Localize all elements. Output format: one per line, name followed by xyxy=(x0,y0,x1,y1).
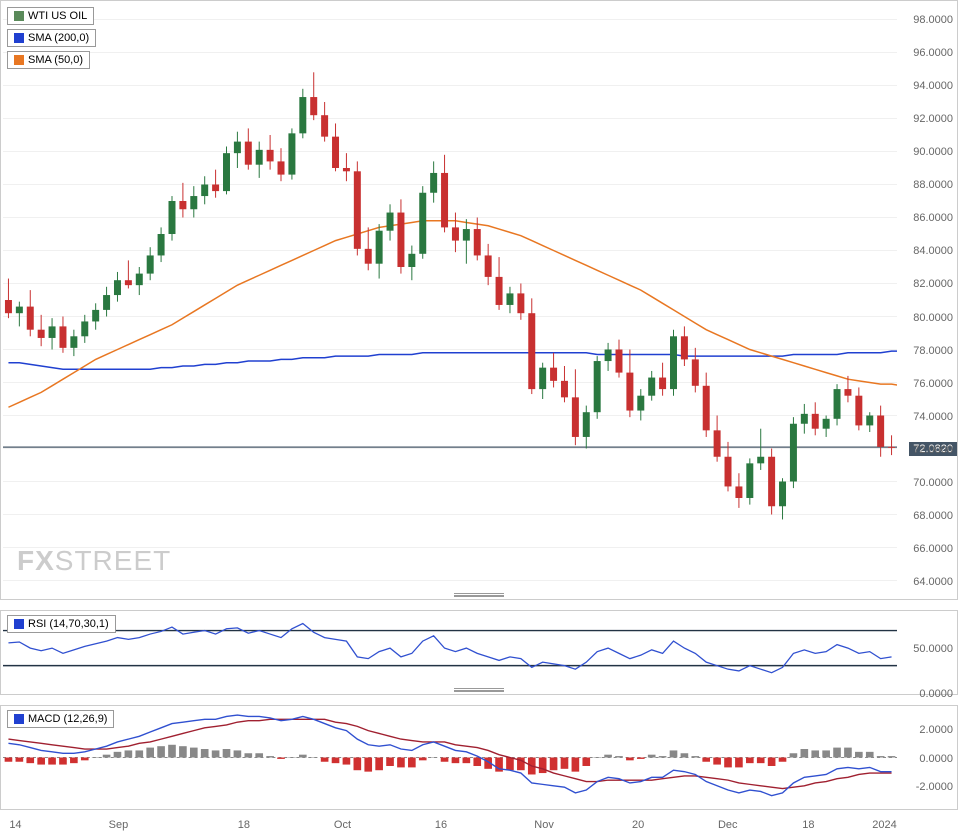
rsi-chart-svg xyxy=(3,613,897,692)
y-tick-label: 86.0000 xyxy=(913,212,953,224)
y-tick-label: 64.0000 xyxy=(913,576,953,588)
legend-rsi-marker xyxy=(14,619,24,629)
main-resize-handle[interactable] xyxy=(454,593,504,597)
y-tick-label: 70.0000 xyxy=(913,477,953,489)
x-tick-label: 18 xyxy=(802,819,814,831)
y-tick-label: 78.0000 xyxy=(913,345,953,357)
x-tick-label: 14 xyxy=(9,819,21,831)
legend-instrument-label: WTI US OIL xyxy=(28,10,87,22)
macd-y-tick-label: 2.0000 xyxy=(919,724,953,736)
rsi-y-tick-label: 0.0000 xyxy=(919,688,953,700)
rsi-resize-handle[interactable] xyxy=(454,688,504,692)
y-tick-label: 72.0000 xyxy=(913,444,953,456)
x-tick-label: Nov xyxy=(534,819,554,831)
y-tick-label: 80.0000 xyxy=(913,312,953,324)
y-tick-label: 94.0000 xyxy=(913,80,953,92)
watermark-bold: FX xyxy=(17,545,55,576)
y-tick-label: 96.0000 xyxy=(913,47,953,59)
legend-macd[interactable]: MACD (12,26,9) xyxy=(7,710,114,728)
x-tick-label: 2024 xyxy=(872,819,896,831)
legend-sma50-label: SMA (50,0) xyxy=(28,54,83,66)
macd-y-tick-label: 0.0000 xyxy=(919,753,953,765)
y-tick-label: 76.0000 xyxy=(913,378,953,390)
y-tick-label: 90.0000 xyxy=(913,146,953,158)
y-tick-label: 82.0000 xyxy=(913,278,953,290)
main-chart-panel[interactable]: WTI US OIL SMA (200,0) SMA (50,0) 72.082… xyxy=(0,0,958,600)
y-tick-label: 74.0000 xyxy=(913,411,953,423)
legend-rsi[interactable]: RSI (14,70,30,1) xyxy=(7,615,116,633)
legend-macd-label: MACD (12,26,9) xyxy=(28,713,107,725)
legend-sma200-marker xyxy=(14,33,24,43)
macd-chart-panel[interactable]: MACD (12,26,9) -2.0000 0.0000 2.0000 xyxy=(0,705,958,810)
x-tick-label: Sep xyxy=(109,819,129,831)
main-chart-svg xyxy=(3,3,897,597)
legend-macd-marker xyxy=(14,714,24,724)
rsi-y-tick-label: 50.0000 xyxy=(913,643,953,655)
x-axis: 14 Sep 18 Oct 16 Nov 20 Dec 18 2024 xyxy=(0,817,958,837)
macd-y-tick-label: -2.0000 xyxy=(916,781,953,793)
y-tick-label: 68.0000 xyxy=(913,510,953,522)
watermark-light: STREET xyxy=(55,545,171,576)
x-tick-label: 18 xyxy=(238,819,250,831)
legend-instrument[interactable]: WTI US OIL xyxy=(7,7,94,25)
y-tick-label: 92.0000 xyxy=(913,113,953,125)
x-tick-label: Dec xyxy=(718,819,738,831)
legend-sma200[interactable]: SMA (200,0) xyxy=(7,29,96,47)
y-tick-label: 84.0000 xyxy=(913,245,953,257)
watermark: FXSTREET xyxy=(17,545,171,577)
x-tick-label: 20 xyxy=(632,819,644,831)
rsi-chart-panel[interactable]: RSI (14,70,30,1) 0.000050.0000 xyxy=(0,610,958,695)
y-tick-label: 66.0000 xyxy=(913,543,953,555)
y-tick-label: 98.0000 xyxy=(913,14,953,26)
legend-sma50[interactable]: SMA (50,0) xyxy=(7,51,90,69)
legend-sma50-marker xyxy=(14,55,24,65)
y-tick-label: 88.0000 xyxy=(913,179,953,191)
legend-sma200-label: SMA (200,0) xyxy=(28,32,89,44)
macd-chart-svg xyxy=(3,708,897,807)
legend-rsi-label: RSI (14,70,30,1) xyxy=(28,618,109,630)
legend-instrument-marker xyxy=(14,11,24,21)
x-tick-label: 16 xyxy=(435,819,447,831)
x-tick-label: Oct xyxy=(334,819,351,831)
